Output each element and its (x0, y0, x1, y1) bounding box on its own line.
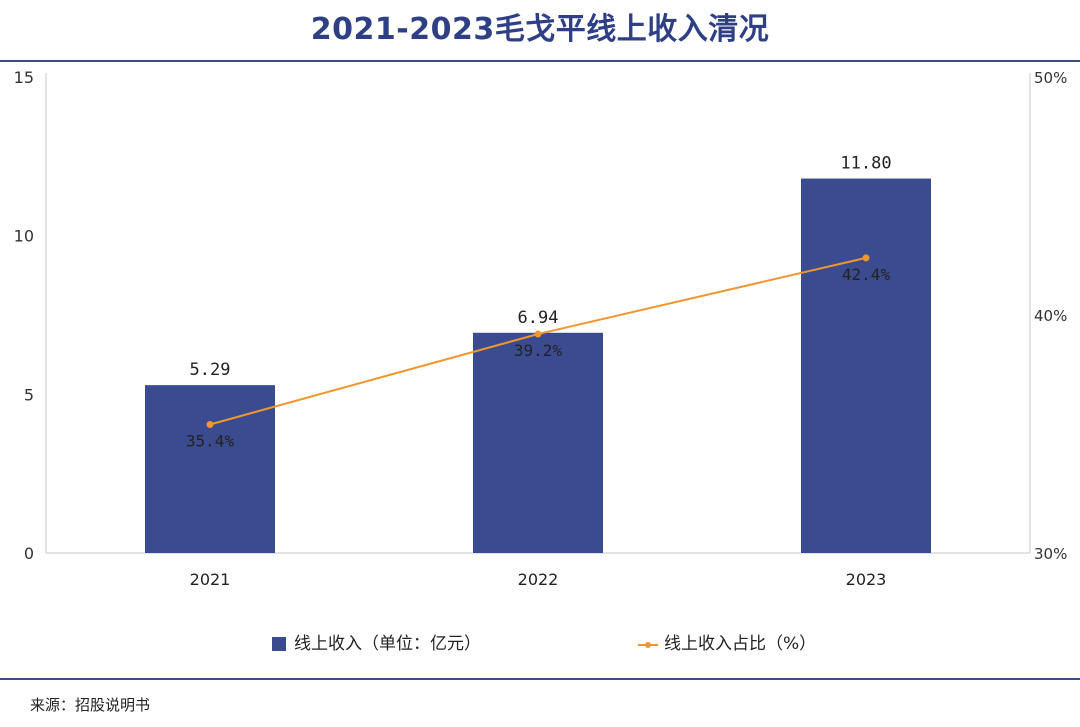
line-value-label: 42.4% (842, 265, 891, 284)
line-value-label: 35.4% (186, 431, 235, 450)
source-note: 来源：招股说明书 (30, 696, 151, 714)
left-axis-tick-label: 0 (24, 544, 34, 563)
title-divider (0, 60, 1080, 62)
bar-value-label: 5.29 (190, 360, 231, 380)
line-point (206, 420, 214, 428)
bar-value-label: 11.80 (840, 154, 891, 174)
bar-value-label: 6.94 (518, 308, 559, 328)
line-point (862, 254, 870, 262)
legend-line-marker (645, 642, 651, 648)
legend-bar-swatch (272, 637, 286, 651)
bar (145, 385, 275, 553)
legend-bar-label: 线上收入（单位：亿元） (294, 634, 481, 654)
line-point (534, 330, 542, 338)
bar (473, 332, 603, 553)
x-axis-tick-label: 2022 (518, 570, 559, 589)
right-axis-tick-label: 30% (1034, 545, 1067, 563)
footer-divider (0, 678, 1080, 680)
chart-area: 0 5 10 15 30% 40% 50% 2021 2022 2023 5.29 6.94 11.8… (14, 68, 1068, 654)
left-axis-tick-label: 15 (14, 68, 34, 87)
left-axis-tick-label: 10 (14, 227, 34, 246)
right-axis-tick-label: 40% (1034, 307, 1067, 325)
x-axis-tick-label: 2023 (846, 570, 887, 589)
legend-line-label: 线上收入占比（%） (664, 634, 816, 654)
left-axis-tick-label: 5 (24, 385, 34, 404)
chart-title: 2021-2023毛戈平线上收入清况 (310, 12, 770, 47)
x-axis-tick-label: 2021 (190, 570, 231, 589)
line-value-label: 39.2% (514, 341, 563, 360)
bar (801, 178, 931, 553)
right-axis-tick-label: 50% (1034, 69, 1067, 87)
